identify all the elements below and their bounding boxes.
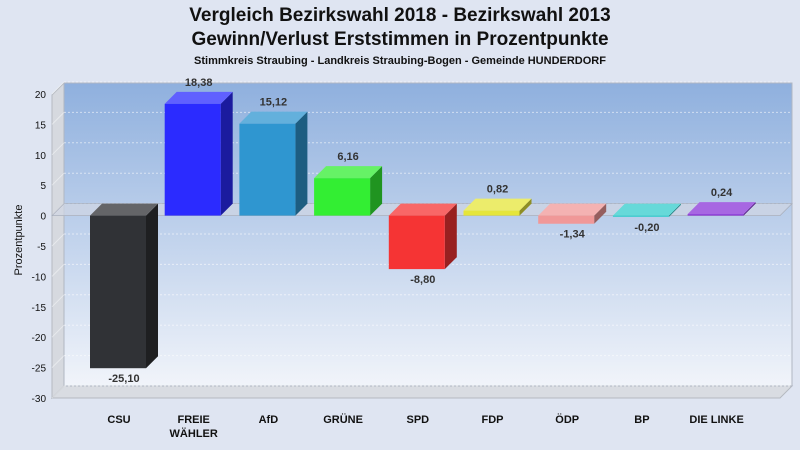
bar (314, 178, 371, 216)
bar-top (687, 202, 756, 215)
gridline-side (51, 264, 65, 277)
bar-group (164, 91, 233, 216)
y-axis-label: Prozentpunkte (13, 205, 25, 276)
value-label: 0,82 (487, 184, 508, 196)
bar (239, 123, 296, 216)
value-label: 6,16 (337, 151, 358, 163)
bar-top (314, 166, 383, 179)
bar-group (388, 203, 457, 270)
x-tick-label: FDP (482, 414, 504, 426)
bar (612, 215, 669, 217)
gridline-side (51, 142, 65, 156)
gridline-side (51, 112, 65, 125)
bar-side (220, 91, 233, 216)
x-tick-label: CSU (107, 414, 130, 426)
bar-top (90, 203, 158, 216)
value-label: -0,20 (634, 222, 659, 234)
value-label: -1,34 (560, 229, 586, 241)
bar-top (164, 91, 233, 104)
bar-side (594, 203, 607, 224)
chart-title-line2: Gewinn/Verlust Erststimmen in Prozentpun… (191, 29, 608, 50)
y-tick-label: -5 (37, 242, 46, 253)
y-tick-label: 0 (40, 212, 46, 223)
y-tick-label: -10 (32, 272, 47, 283)
y-tick-label: -20 (32, 333, 47, 344)
bar-group (687, 202, 756, 216)
bar-top (239, 111, 308, 124)
x-tick-label: AfD (259, 414, 279, 426)
gridline-side (51, 324, 65, 338)
value-label: 0,24 (711, 187, 733, 199)
bar-side (146, 203, 158, 369)
x-tick-label: FREIE (177, 414, 209, 426)
bar (164, 103, 221, 216)
bar-side (743, 202, 756, 216)
bar-group (463, 198, 532, 216)
bar (388, 215, 445, 270)
gridline-side (51, 233, 65, 247)
bar-top (388, 203, 457, 216)
value-label: 15,12 (260, 97, 288, 109)
y-tick-label: 15 (35, 120, 47, 131)
y-tick-label: 5 (40, 181, 46, 192)
bar-group (538, 203, 607, 224)
x-tick-label: BP (634, 414, 649, 426)
y-tick-label: 20 (35, 90, 47, 101)
bar-top (612, 203, 681, 216)
bar-group (612, 203, 681, 217)
value-label: -25,10 (108, 373, 139, 385)
bar (463, 210, 520, 216)
chart-subtitle: Stimmkreis Straubing - Landkreis Straubi… (194, 55, 606, 67)
bar-side (295, 111, 308, 216)
y-tick-label: -15 (32, 303, 47, 314)
x-tick-label: GRÜNE (323, 413, 363, 426)
bar-side (668, 203, 681, 217)
x-tick-label: ÖDP (555, 413, 579, 426)
gridline-side (51, 355, 65, 368)
bar-group (239, 111, 308, 216)
x-tick-label: DIE LINKE (689, 414, 743, 426)
bar (90, 215, 146, 369)
bar-group (314, 166, 383, 216)
bar (687, 214, 744, 216)
bar (538, 215, 595, 224)
bar-top (538, 203, 607, 216)
bar-side (444, 203, 457, 270)
y-tick-label: 10 (35, 151, 47, 162)
bar-side (370, 166, 383, 216)
gridline-side (51, 172, 65, 186)
floor (50, 385, 794, 399)
gridline-side (51, 294, 65, 308)
x-tick-label: SPD (406, 414, 429, 426)
chart-title-line1: Vergleich Bezirkswahl 2018 - Bezirkswahl… (189, 5, 610, 26)
gridline-side (51, 81, 65, 95)
x-tick-label: WÄHLER (170, 427, 218, 440)
y-tick-label: -30 (32, 394, 47, 405)
y-tick-label: -25 (32, 364, 47, 375)
bar-side (519, 198, 532, 216)
bar-group (90, 203, 158, 369)
bar-top (463, 198, 532, 211)
gridline-side (51, 385, 65, 399)
value-label: 18,38 (185, 77, 213, 89)
value-label: -8,80 (410, 274, 435, 286)
